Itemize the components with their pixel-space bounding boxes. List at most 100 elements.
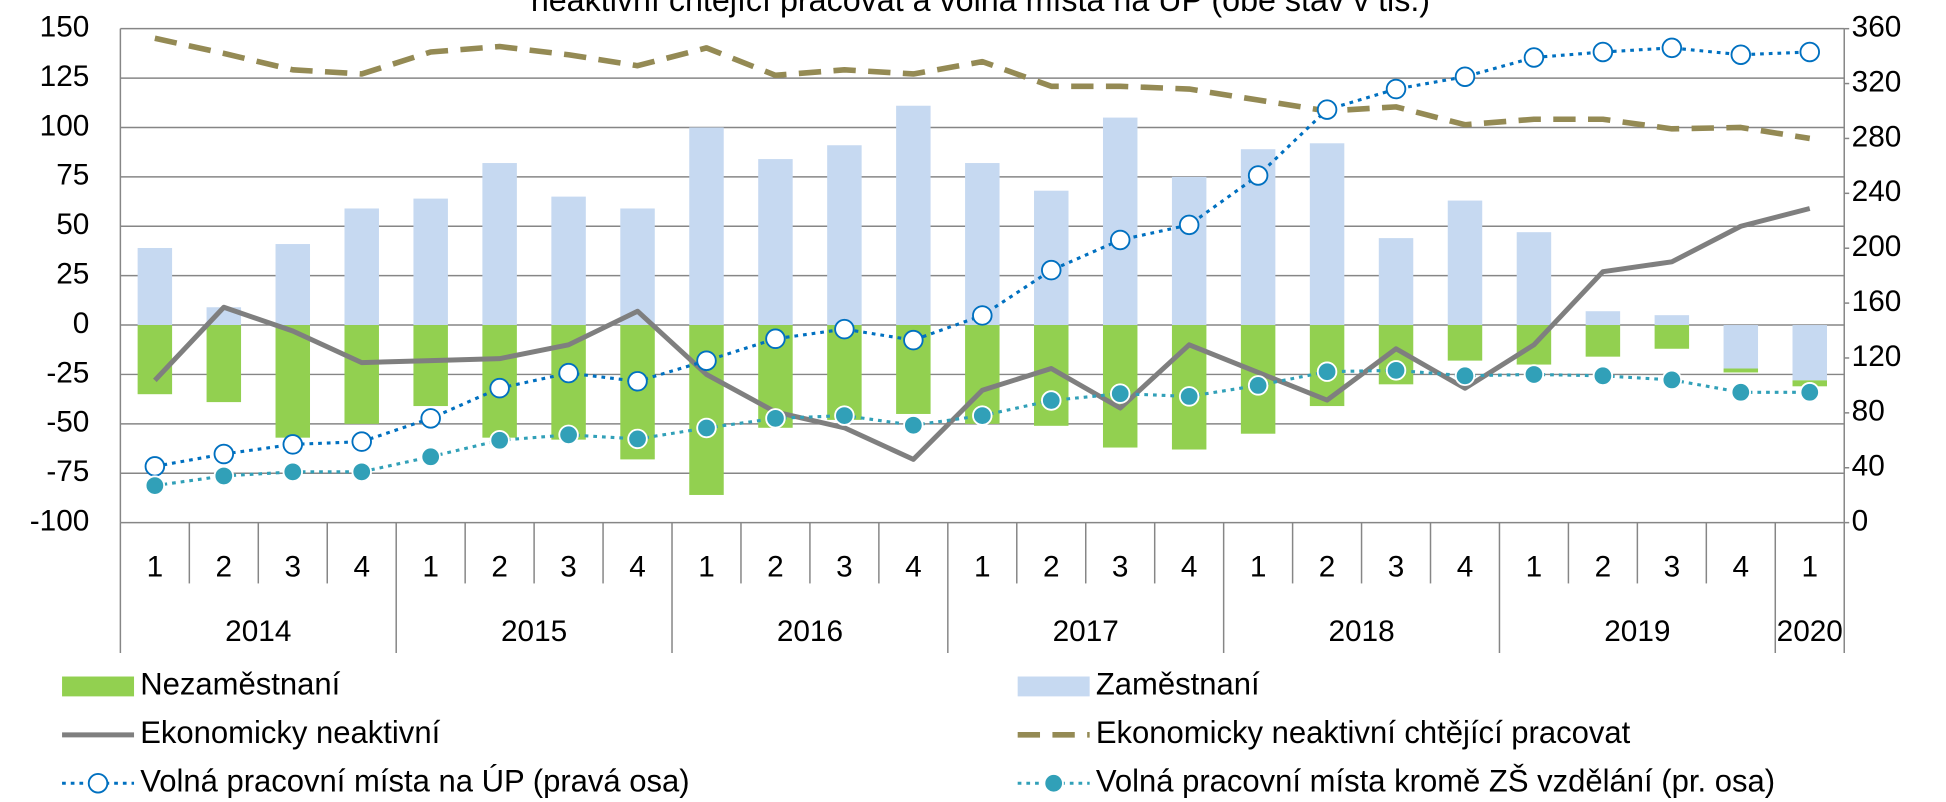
y2-tick-label: 40 <box>1852 450 1885 483</box>
x-tick-label: 4 <box>629 550 646 583</box>
y-tick-label: -75 <box>46 455 89 488</box>
year-label: 2020 <box>1777 615 1843 648</box>
bar <box>1585 311 1621 326</box>
year-label: 2015 <box>501 615 567 648</box>
x-tick-label: 1 <box>974 550 991 583</box>
legend-item: Zaměstnaní <box>1017 667 1260 702</box>
legend-label: Zaměstnaní <box>1096 667 1260 702</box>
bar <box>1723 325 1759 369</box>
bar <box>137 247 173 326</box>
x-tick-label: 2 <box>1319 550 1336 583</box>
bar <box>1447 200 1483 326</box>
marker <box>420 408 441 429</box>
x-tick-label: 3 <box>836 550 853 583</box>
marker <box>1799 382 1820 403</box>
marker <box>627 428 648 450</box>
marker <box>1178 214 1200 236</box>
marker <box>696 417 717 439</box>
marker <box>144 475 166 496</box>
bar <box>482 163 517 326</box>
x-tick-label: 4 <box>353 550 370 583</box>
marker <box>489 430 510 451</box>
marker <box>696 350 717 371</box>
legend-label: Volná pracovní místa kromě ZŠ vzdělání (… <box>1096 763 1775 798</box>
marker <box>1730 44 1752 65</box>
bar <box>275 325 311 438</box>
marker <box>1109 383 1131 404</box>
bar <box>620 208 655 326</box>
marker <box>903 329 924 351</box>
legend-label: Ekonomicky neaktivní <box>140 715 440 750</box>
legend-item: Ekonomicky neaktivní <box>62 715 441 750</box>
bar <box>758 159 793 326</box>
x-tick-label: 2 <box>1043 550 1060 583</box>
bar <box>344 325 379 424</box>
bar <box>689 127 724 326</box>
y2-tick-label: 0 <box>1852 504 1869 537</box>
marker <box>1041 390 1062 411</box>
bar <box>413 198 448 326</box>
marker <box>972 405 993 426</box>
marker <box>627 371 648 392</box>
bar <box>137 325 173 395</box>
x-tick-label: 3 <box>1388 550 1405 583</box>
legend-marker <box>87 773 109 794</box>
y-tick-label: 150 <box>40 11 90 44</box>
x-tick-label: 1 <box>1801 550 1818 583</box>
bar <box>1309 143 1345 326</box>
marker <box>1730 382 1752 403</box>
marker <box>765 328 786 350</box>
x-tick-label: 4 <box>905 550 922 583</box>
marker <box>282 434 304 455</box>
bar <box>1792 325 1827 381</box>
marker <box>213 465 235 487</box>
marker <box>144 456 166 477</box>
bar <box>1654 325 1690 349</box>
y2-tick-label: 240 <box>1852 175 1902 208</box>
y2-tick-label: 360 <box>1852 11 1902 44</box>
marker <box>1316 361 1338 382</box>
bar <box>1723 368 1759 373</box>
x-tick-label: 4 <box>1733 550 1750 583</box>
marker <box>1247 375 1269 396</box>
legend-swatch <box>62 676 135 697</box>
bar <box>1516 232 1552 326</box>
x-tick-label: 1 <box>1250 550 1267 583</box>
bar <box>275 244 311 326</box>
x-tick-label: 3 <box>1112 550 1129 583</box>
y-tick-label: 0 <box>73 307 90 340</box>
marker <box>1247 165 1269 186</box>
marker <box>1592 41 1614 63</box>
marker <box>420 446 441 468</box>
bar <box>1102 117 1138 326</box>
y-tick-label: 100 <box>40 109 90 142</box>
marker <box>1523 47 1545 68</box>
y-tick-label: 75 <box>56 159 89 192</box>
bar <box>1171 176 1207 326</box>
marker <box>1799 41 1820 63</box>
y2-tick-label: 80 <box>1852 395 1885 428</box>
year-label: 2017 <box>1053 615 1119 648</box>
x-tick-label: 2 <box>1595 550 1612 583</box>
bar <box>1378 238 1414 326</box>
marker <box>834 405 855 426</box>
y2-tick-label: 320 <box>1852 65 1902 98</box>
marker <box>1661 37 1683 59</box>
bar <box>965 163 1000 326</box>
legend-item: Volná pracovní místa na ÚP (pravá osa) <box>62 763 690 798</box>
marker <box>489 377 510 399</box>
y-tick-label: -25 <box>46 356 89 389</box>
x-tick-label: 2 <box>491 550 508 583</box>
x-tick-label: 1 <box>698 550 715 583</box>
chart-title: neaktivní chtějící pracovat a volná míst… <box>531 0 1430 18</box>
bar <box>1654 315 1690 326</box>
legend-item: Ekonomicky neaktivní chtějící pracovat <box>1017 715 1631 750</box>
marker <box>351 431 372 452</box>
bar <box>551 196 586 326</box>
marker <box>558 362 579 384</box>
x-tick-label: 4 <box>1181 550 1198 583</box>
y2-tick-label: 200 <box>1852 230 1902 263</box>
marker <box>213 443 235 465</box>
marker <box>903 414 924 436</box>
